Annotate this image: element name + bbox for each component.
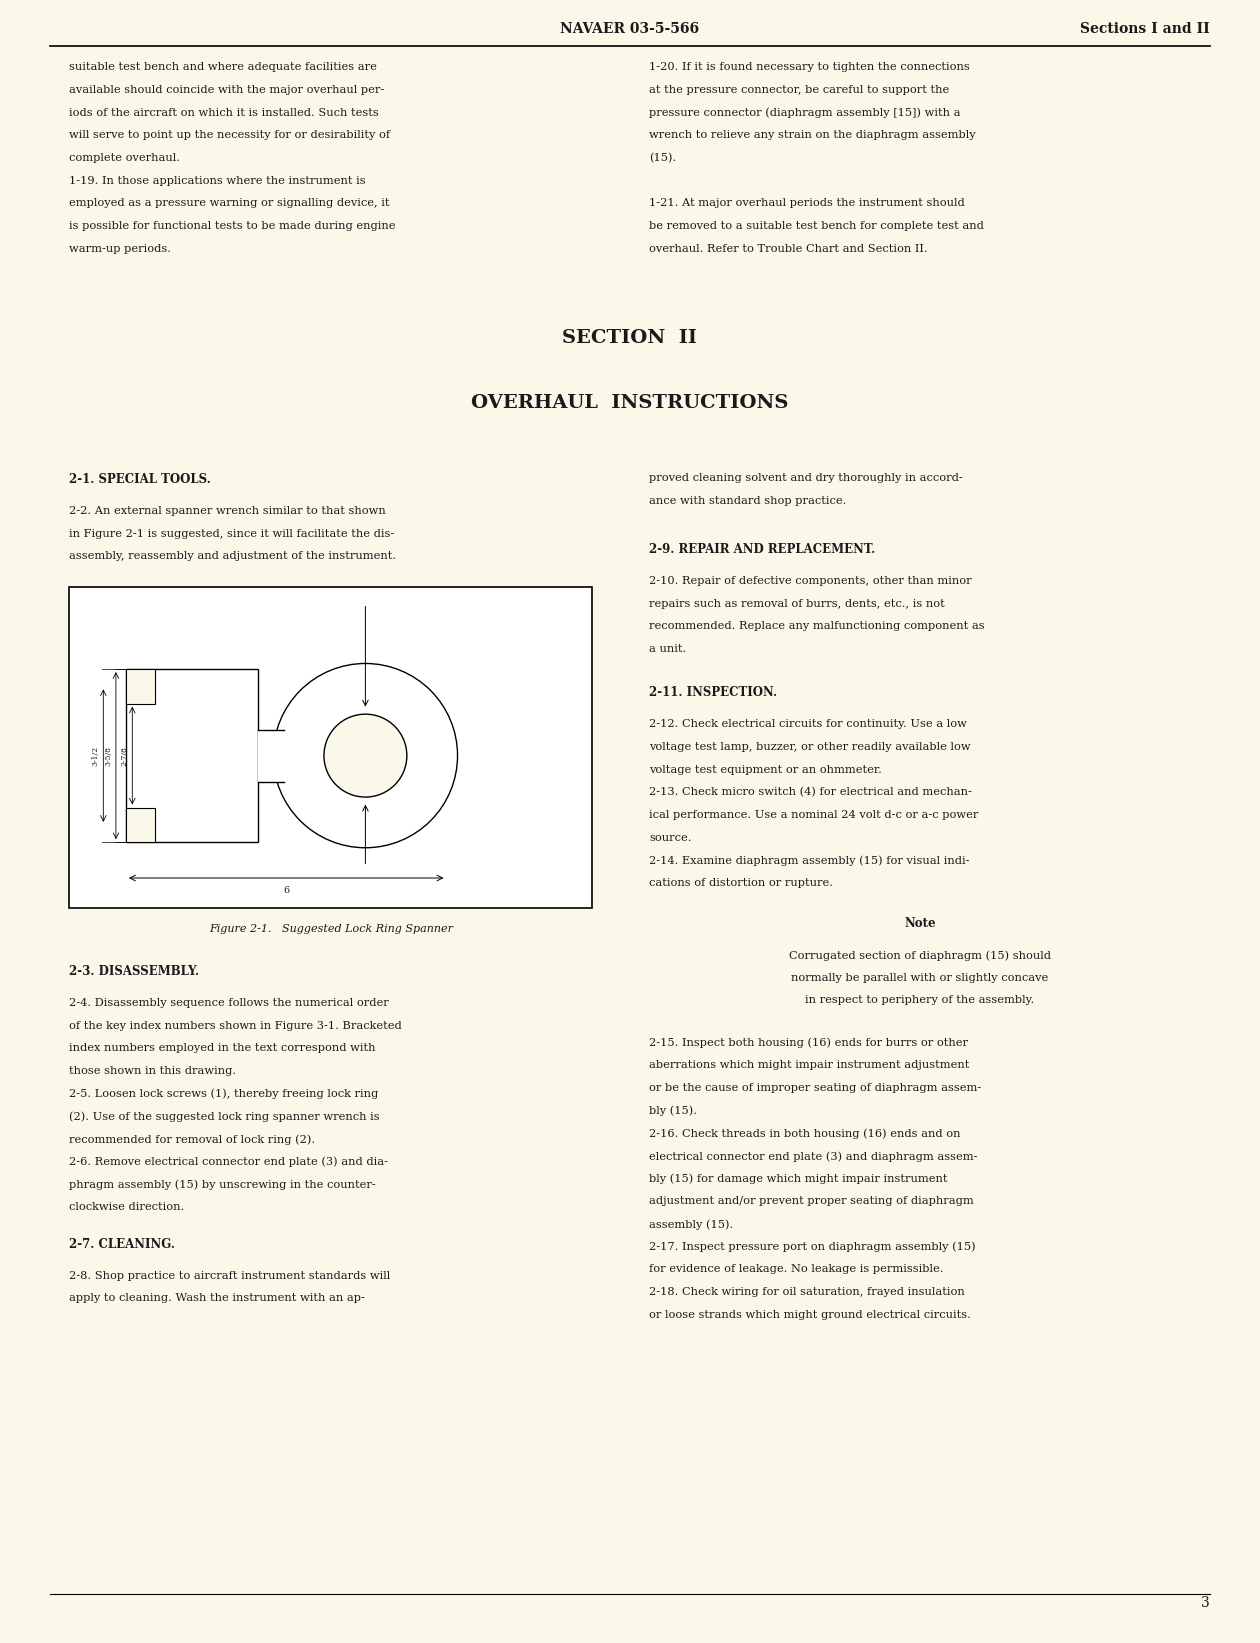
- Text: 3-1/2: 3-1/2: [92, 746, 100, 766]
- Text: clockwise direction.: clockwise direction.: [69, 1203, 184, 1213]
- Text: 2-10. Repair of defective components, other than minor: 2-10. Repair of defective components, ot…: [649, 577, 971, 587]
- Text: 2-4. Disassembly sequence follows the numerical order: 2-4. Disassembly sequence follows the nu…: [69, 997, 389, 1007]
- Text: 2-7. CLEANING.: 2-7. CLEANING.: [69, 1237, 175, 1250]
- Text: 2-8. Shop practice to aircraft instrument standards will: 2-8. Shop practice to aircraft instrumen…: [69, 1270, 391, 1280]
- Bar: [126, 669, 155, 703]
- Text: 2-16. Check threads in both housing (16) ends and on: 2-16. Check threads in both housing (16)…: [649, 1129, 960, 1139]
- Text: at the pressure connector, be careful to support the: at the pressure connector, be careful to…: [649, 85, 949, 95]
- Text: repairs such as removal of burrs, dents, etc., is not: repairs such as removal of burrs, dents,…: [649, 598, 945, 608]
- Text: assembly (15).: assembly (15).: [649, 1219, 733, 1229]
- Text: 2-3. DISASSEMBLY.: 2-3. DISASSEMBLY.: [69, 964, 199, 978]
- Text: 1-19. In those applications where the instrument is: 1-19. In those applications where the in…: [69, 176, 365, 186]
- Text: complete overhaul.: complete overhaul.: [69, 153, 180, 163]
- Text: those shown in this drawing.: those shown in this drawing.: [69, 1066, 237, 1076]
- Text: pressure connector (diaphragm assembly [15]) with a: pressure connector (diaphragm assembly […: [649, 108, 960, 118]
- Text: overhaul. Refer to Trouble Chart and Section II.: overhaul. Refer to Trouble Chart and Sec…: [649, 243, 927, 253]
- Text: Corrugated section of diaphragm (15) should: Corrugated section of diaphragm (15) sho…: [789, 950, 1051, 961]
- Text: bly (15) for damage which might impair instrument: bly (15) for damage which might impair i…: [649, 1173, 948, 1185]
- Text: 2-11. INSPECTION.: 2-11. INSPECTION.: [649, 687, 777, 700]
- Text: aberrations which might impair instrument adjustment: aberrations which might impair instrumen…: [649, 1060, 969, 1070]
- Text: source.: source.: [649, 833, 692, 843]
- Text: 6: 6: [284, 886, 290, 895]
- Text: Note: Note: [903, 917, 936, 930]
- Text: adjustment and/or prevent proper seating of diaphragm: adjustment and/or prevent proper seating…: [649, 1196, 974, 1206]
- Text: ance with standard shop practice.: ance with standard shop practice.: [649, 496, 847, 506]
- Text: 1-20. If it is found necessary to tighten the connections: 1-20. If it is found necessary to tighte…: [649, 62, 970, 72]
- Text: 2-1. SPECIAL TOOLS.: 2-1. SPECIAL TOOLS.: [69, 473, 212, 486]
- Text: 2-15. Inspect both housing (16) ends for burrs or other: 2-15. Inspect both housing (16) ends for…: [649, 1038, 968, 1048]
- Bar: [69, 587, 592, 907]
- Text: employed as a pressure warning or signalling device, it: employed as a pressure warning or signal…: [69, 199, 389, 209]
- Text: is possible for functional tests to be made during engine: is possible for functional tests to be m…: [69, 222, 396, 232]
- Text: in Figure 2-1 is suggested, since it will facilitate the dis-: in Figure 2-1 is suggested, since it wil…: [69, 529, 394, 539]
- Text: voltage test lamp, buzzer, or other readily available low: voltage test lamp, buzzer, or other read…: [649, 743, 970, 752]
- Text: apply to cleaning. Wash the instrument with an ap-: apply to cleaning. Wash the instrument w…: [69, 1293, 365, 1303]
- Text: electrical connector end plate (3) and diaphragm assem-: electrical connector end plate (3) and d…: [649, 1152, 978, 1162]
- Text: bly (15).: bly (15).: [649, 1106, 697, 1116]
- Text: Sections I and II: Sections I and II: [1080, 21, 1210, 36]
- Text: 2-18. Check wiring for oil saturation, frayed insulation: 2-18. Check wiring for oil saturation, f…: [649, 1286, 965, 1296]
- Text: 3: 3: [1201, 1595, 1210, 1610]
- Text: wrench to relieve any strain on the diaphragm assembly: wrench to relieve any strain on the diap…: [649, 130, 975, 140]
- Text: OVERHAUL  INSTRUCTIONS: OVERHAUL INSTRUCTIONS: [471, 394, 789, 412]
- Text: of the key index numbers shown in Figure 3-1. Bracketed: of the key index numbers shown in Figure…: [69, 1020, 402, 1030]
- Text: normally be parallel with or slightly concave: normally be parallel with or slightly co…: [791, 973, 1048, 983]
- Text: voltage test equipment or an ohmmeter.: voltage test equipment or an ohmmeter.: [649, 764, 882, 774]
- Text: in respect to periphery of the assembly.: in respect to periphery of the assembly.: [805, 996, 1034, 1006]
- Text: (15).: (15).: [649, 153, 677, 163]
- Text: be removed to a suitable test bench for complete test and: be removed to a suitable test bench for …: [649, 222, 984, 232]
- Text: recommended. Replace any malfunctioning component as: recommended. Replace any malfunctioning …: [649, 621, 984, 631]
- Text: 2-7/8: 2-7/8: [121, 746, 129, 766]
- Text: proved cleaning solvent and dry thoroughly in accord-: proved cleaning solvent and dry thorough…: [649, 473, 963, 483]
- Text: recommended for removal of lock ring (2).: recommended for removal of lock ring (2)…: [69, 1134, 315, 1145]
- Text: 2-13. Check micro switch (4) for electrical and mechan-: 2-13. Check micro switch (4) for electri…: [649, 787, 971, 797]
- Text: 2-14. Examine diaphragm assembly (15) for visual indi-: 2-14. Examine diaphragm assembly (15) fo…: [649, 856, 969, 866]
- Text: suitable test bench and where adequate facilities are: suitable test bench and where adequate f…: [69, 62, 377, 72]
- Text: cations of distortion or rupture.: cations of distortion or rupture.: [649, 877, 833, 887]
- Text: or be the cause of improper seating of diaphragm assem-: or be the cause of improper seating of d…: [649, 1083, 982, 1093]
- Text: 2-12. Check electrical circuits for continuity. Use a low: 2-12. Check electrical circuits for cont…: [649, 720, 966, 729]
- Text: 2-5. Loosen lock screws (1), thereby freeing lock ring: 2-5. Loosen lock screws (1), thereby fre…: [69, 1089, 378, 1099]
- Ellipse shape: [273, 664, 457, 848]
- Text: 1-21. At major overhaul periods the instrument should: 1-21. At major overhaul periods the inst…: [649, 199, 965, 209]
- Text: index numbers employed in the text correspond with: index numbers employed in the text corre…: [69, 1043, 375, 1053]
- Text: SECTION  II: SECTION II: [562, 329, 698, 347]
- Text: 2-17. Inspect pressure port on diaphragm assembly (15): 2-17. Inspect pressure port on diaphragm…: [649, 1242, 975, 1252]
- Text: (2). Use of the suggested lock ring spanner wrench is: (2). Use of the suggested lock ring span…: [69, 1111, 381, 1122]
- Text: 2-6. Remove electrical connector end plate (3) and dia-: 2-6. Remove electrical connector end pla…: [69, 1157, 388, 1167]
- Text: Figure 2-1.   Suggested Lock Ring Spanner: Figure 2-1. Suggested Lock Ring Spanner: [209, 923, 452, 933]
- Text: phragm assembly (15) by unscrewing in the counter-: phragm assembly (15) by unscrewing in th…: [69, 1180, 375, 1190]
- Bar: [126, 669, 258, 843]
- Text: iods of the aircraft on which it is installed. Such tests: iods of the aircraft on which it is inst…: [69, 108, 379, 118]
- Text: available should coincide with the major overhaul per-: available should coincide with the major…: [69, 85, 384, 95]
- Text: warm-up periods.: warm-up periods.: [69, 243, 171, 253]
- Text: for evidence of leakage. No leakage is permissible.: for evidence of leakage. No leakage is p…: [649, 1265, 944, 1275]
- Text: ical performance. Use a nominal 24 volt d-c or a-c power: ical performance. Use a nominal 24 volt …: [649, 810, 978, 820]
- Text: NAVAER 03-5-566: NAVAER 03-5-566: [561, 21, 699, 36]
- Text: 2-2. An external spanner wrench similar to that shown: 2-2. An external spanner wrench similar …: [69, 506, 386, 516]
- Text: will serve to point up the necessity for or desirability of: will serve to point up the necessity for…: [69, 130, 391, 140]
- Text: a unit.: a unit.: [649, 644, 687, 654]
- Text: 3-5/8: 3-5/8: [105, 746, 112, 766]
- Ellipse shape: [324, 715, 407, 797]
- Bar: [258, 729, 285, 782]
- Text: or loose strands which might ground electrical circuits.: or loose strands which might ground elec…: [649, 1309, 970, 1319]
- Bar: [126, 807, 155, 843]
- Text: assembly, reassembly and adjustment of the instrument.: assembly, reassembly and adjustment of t…: [69, 552, 397, 562]
- Text: 2-9. REPAIR AND REPLACEMENT.: 2-9. REPAIR AND REPLACEMENT.: [649, 544, 876, 557]
